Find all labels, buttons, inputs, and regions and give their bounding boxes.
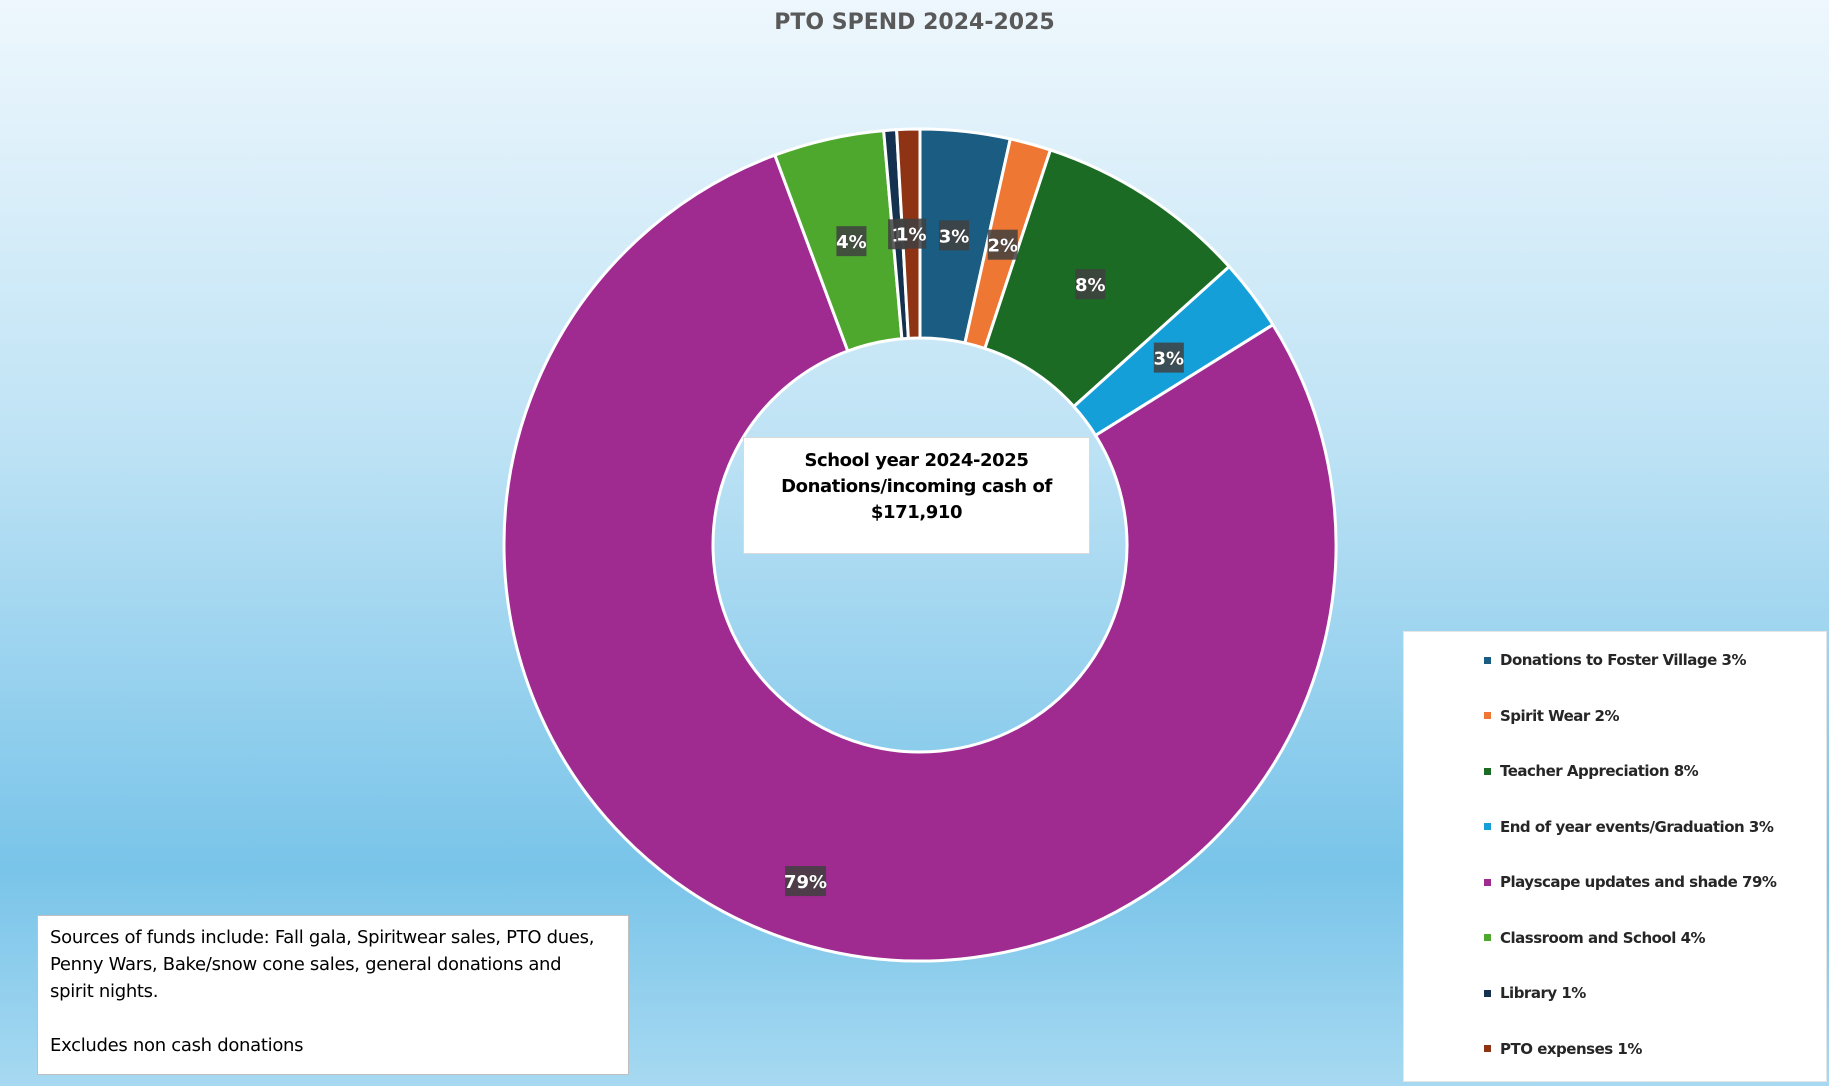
data-label: 1% (896, 225, 927, 246)
center-line-3: $171,910 (870, 502, 963, 523)
note-line: Penny Wars, Bake/snow cone sales, genera… (50, 954, 562, 975)
data-label-background (1075, 269, 1106, 300)
note-line: spirit nights. (50, 981, 159, 1002)
legend-item: End of year events/Graduation 3% (1484, 817, 1774, 837)
data-label-background (785, 866, 827, 897)
legend-swatch (1484, 878, 1491, 886)
data-label-background (836, 226, 867, 257)
sources-note-box: Sources of funds include: Fall gala, Spi… (37, 915, 629, 1075)
legend-item: Playscape updates and shade 79% (1484, 872, 1777, 892)
data-label: 79% (784, 872, 827, 893)
legend-label: Playscape updates and shade 79% (1500, 873, 1777, 891)
legend-label: Teacher Appreciation 8% (1500, 762, 1699, 780)
data-label: 3% (939, 226, 970, 247)
center-line-1: School year 2024-2025 (804, 450, 1029, 471)
data-label-background (896, 218, 927, 249)
data-label: 2% (987, 236, 1018, 257)
legend-item: PTO expenses 1% (1484, 1039, 1642, 1059)
legend-item: Donations to Foster Village 3% (1484, 650, 1747, 670)
legend-label: Library 1% (1500, 984, 1586, 1002)
note-line: Sources of funds include: Fall gala, Spi… (50, 927, 595, 948)
donut-slice (502, 153, 1338, 963)
legend-label: End of year events/Graduation 3% (1500, 817, 1774, 836)
note-footer: Excludes non cash donations (50, 1035, 304, 1056)
legend-item: Spirit Wear 2% (1484, 706, 1620, 726)
data-label-background (1153, 342, 1184, 373)
center-line-2: Donations/incoming cash of (781, 476, 1052, 497)
legend-swatch (1484, 1045, 1491, 1052)
data-label: 8% (1075, 275, 1106, 296)
legend-swatch (1484, 934, 1491, 941)
legend-label: Classroom and School 4% (1500, 928, 1706, 947)
chart-legend: Donations to Foster Village 3% Spirit Wea… (1403, 631, 1827, 1082)
center-info-box: School year 2024-2025 Donations/incoming… (743, 437, 1090, 554)
legend-item: Teacher Appreciation 8% (1484, 761, 1699, 781)
data-label-background (987, 229, 1018, 260)
legend-swatch (1484, 823, 1491, 830)
legend-swatch (1484, 656, 1491, 664)
data-label: 4% (836, 232, 867, 253)
legend-item: Classroom and School 4% (1484, 928, 1706, 948)
legend-swatch (1484, 989, 1491, 997)
legend-swatch (1484, 712, 1491, 719)
legend-label: PTO expenses 1% (1500, 1039, 1642, 1058)
chart-title: PTO SPEND 2024-2025 (774, 10, 1055, 35)
legend-label: Spirit Wear 2% (1500, 706, 1620, 725)
legend-item: Library 1% (1484, 983, 1586, 1003)
data-label: 3% (1154, 349, 1185, 370)
legend-label: Donations to Foster Village 3% (1500, 651, 1747, 669)
data-label-background (939, 220, 970, 251)
legend-swatch (1484, 767, 1491, 775)
